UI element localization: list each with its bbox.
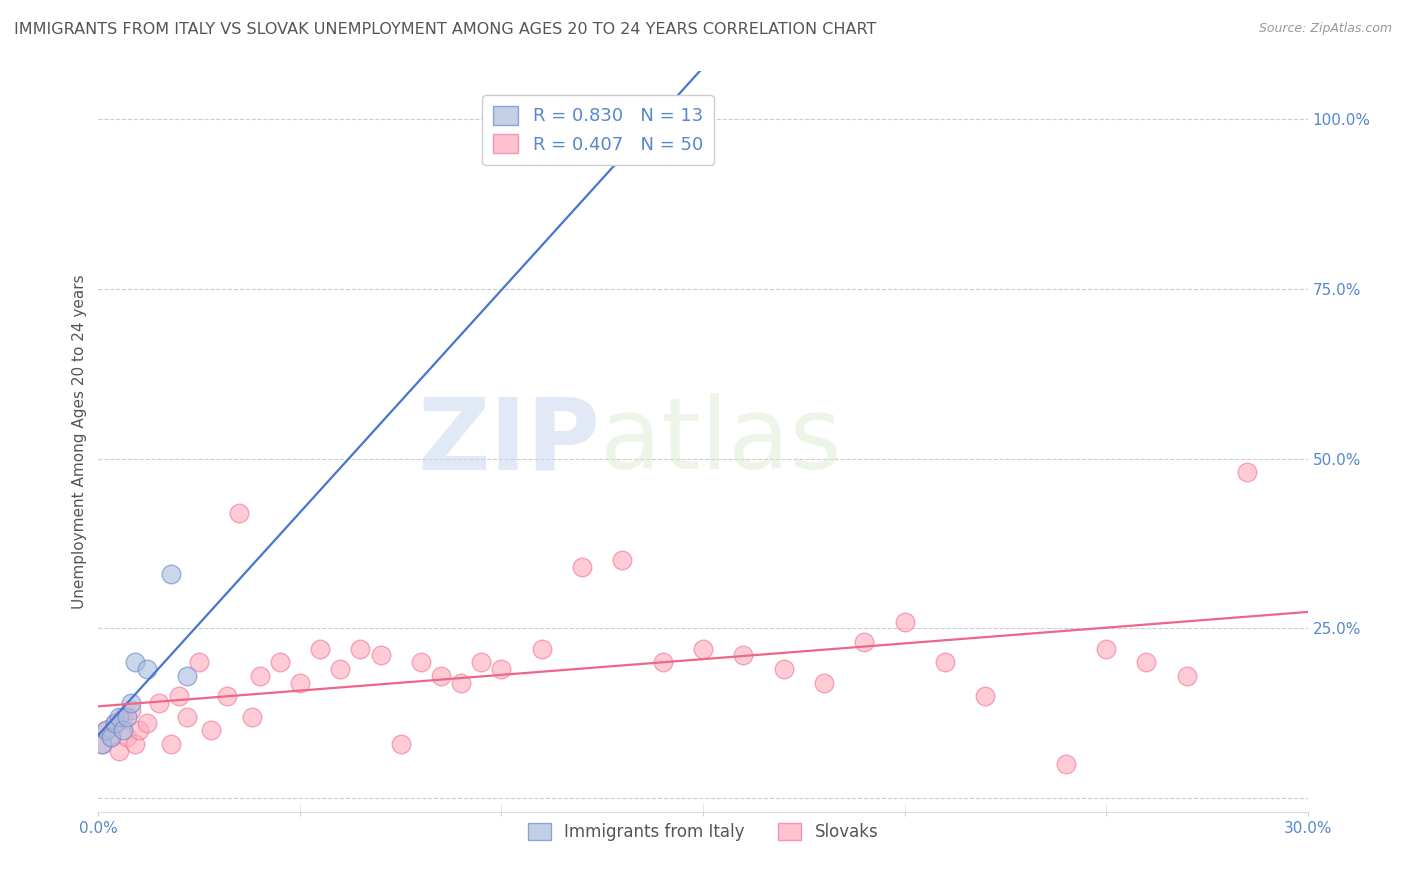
Point	[1135, 655, 1157, 669]
Point	[100, 730, 122, 744]
Point	[228, 506, 250, 520]
Point	[853, 635, 876, 649]
Point	[772, 662, 794, 676]
Point	[733, 648, 755, 663]
Point	[612, 553, 634, 567]
Point	[450, 675, 472, 690]
Point	[530, 641, 553, 656]
Y-axis label: Unemployment Among Ages 20 to 24 years: Unemployment Among Ages 20 to 24 years	[72, 274, 87, 609]
Point	[409, 655, 432, 669]
Point	[934, 655, 956, 669]
Point	[813, 675, 835, 690]
Point	[96, 723, 118, 738]
Point	[269, 655, 291, 669]
Point	[491, 662, 513, 676]
Point	[309, 641, 332, 656]
Point	[217, 690, 239, 704]
Point	[349, 641, 371, 656]
Point	[135, 716, 157, 731]
Point	[103, 716, 125, 731]
Point	[120, 696, 142, 710]
Point	[370, 648, 392, 663]
Point	[329, 662, 352, 676]
Point	[103, 716, 125, 731]
Point	[128, 723, 150, 738]
Point	[893, 615, 915, 629]
Point	[692, 641, 714, 656]
Point	[1095, 641, 1118, 656]
Point	[91, 737, 114, 751]
Point	[160, 566, 183, 581]
Point	[124, 737, 146, 751]
Point	[188, 655, 211, 669]
Point	[1236, 465, 1258, 479]
Point	[107, 709, 129, 723]
Point	[249, 669, 271, 683]
Point	[124, 655, 146, 669]
Point	[160, 737, 183, 751]
Point	[148, 696, 170, 710]
Point	[176, 709, 198, 723]
Point	[167, 690, 190, 704]
Point	[430, 669, 453, 683]
Text: ZIP: ZIP	[418, 393, 600, 490]
Point	[115, 709, 138, 723]
Point	[111, 709, 134, 723]
Point	[651, 655, 673, 669]
Point	[91, 737, 114, 751]
Point	[200, 723, 222, 738]
Point	[115, 730, 138, 744]
Text: atlas: atlas	[600, 393, 842, 490]
Point	[470, 655, 492, 669]
Point	[100, 730, 122, 744]
Legend: Immigrants from Italy, Slovaks: Immigrants from Italy, Slovaks	[520, 816, 886, 847]
Point	[974, 690, 997, 704]
Text: IMMIGRANTS FROM ITALY VS SLOVAK UNEMPLOYMENT AMONG AGES 20 TO 24 YEARS CORRELATI: IMMIGRANTS FROM ITALY VS SLOVAK UNEMPLOY…	[14, 22, 876, 37]
Point	[1175, 669, 1198, 683]
Point	[571, 560, 593, 574]
Point	[135, 662, 157, 676]
Point	[631, 132, 654, 146]
Point	[240, 709, 263, 723]
Point	[111, 723, 134, 738]
Point	[389, 737, 412, 751]
Point	[120, 703, 142, 717]
Point	[107, 743, 129, 757]
Point	[288, 675, 311, 690]
Text: Source: ZipAtlas.com: Source: ZipAtlas.com	[1258, 22, 1392, 36]
Point	[1054, 757, 1077, 772]
Point	[96, 723, 118, 738]
Point	[176, 669, 198, 683]
